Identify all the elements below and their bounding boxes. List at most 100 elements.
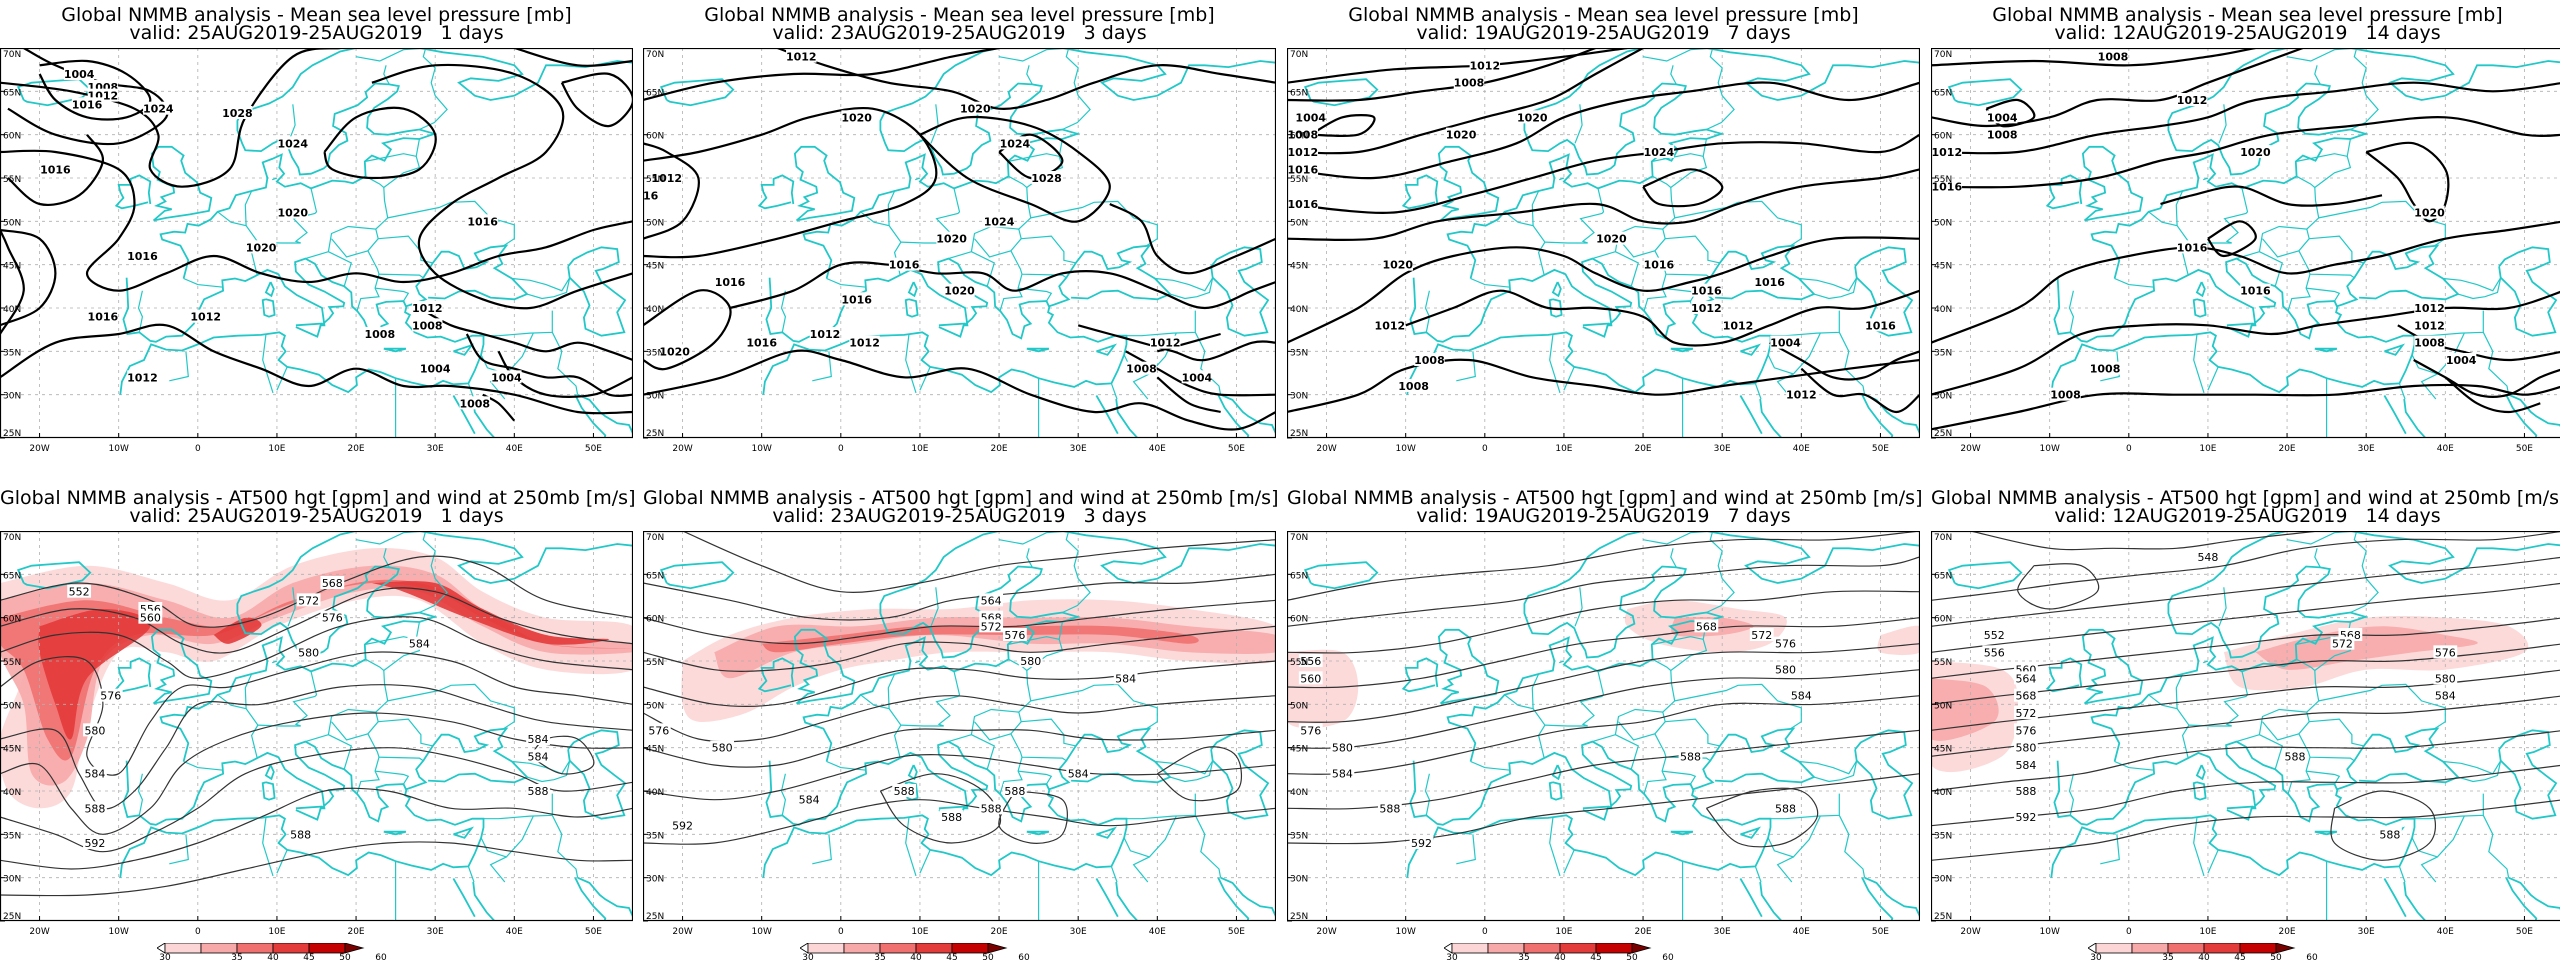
grid [0,48,633,438]
contour-label: 588 [290,828,311,841]
contour-label: 576 [648,724,669,737]
lon-tick-label: 10E [268,927,285,937]
contour-labels: 1012 1020 1020 1024 1028 1012 1016 1024 1020 1016… [643,49,1213,384]
contour-label: 1016 [1932,181,1963,194]
map-plot: 1008100410081012101610121020102010161016… [1931,48,2560,454]
wind-speed-area [1931,678,1999,741]
contour-label: 576 [2435,646,2456,659]
axis-ticks: 70N 65N 60N 55N 50N 45N 40N 35N 30N 25N 20W 10W 0 10E… [1931,48,2533,454]
panel-subtitle: valid: 19AUG2019-25AUG2019 7 days [1416,22,1791,44]
wind-shading [1931,616,2529,773]
contour-label: 1024 [1000,137,1031,150]
isobar [1157,332,1221,353]
lat-tick-label: 25N [1934,912,1952,922]
lat-tick-label: 25N [1290,429,1308,439]
lon-tick-label: 50E [2516,444,2533,454]
contour-label: 580 [84,724,105,737]
map-frame [1287,48,1920,439]
height-contour [1931,531,2560,601]
contour-label: 1020 [1446,129,1477,142]
lat-tick-label: 40N [646,788,664,798]
panel-subtitle: valid: 12AUG2019-25AUG2019 14 days [2054,505,2441,527]
panel-title: Global NMMB analysis - Mean sea level pr… [704,4,1215,26]
lon-tick-label: 0 [838,927,844,937]
lat-tick-label: 35N [646,348,664,358]
contour-label: 584 [528,733,549,746]
contour-label: 1024 [143,103,174,116]
legend-value: 50 [982,953,994,960]
axis-ticks: 70N 65N 60N 55N 50N 45N 40N 35N 30N 25N 20W 10W 0 10E… [643,531,1245,937]
lon-tick-label: 10W [752,444,772,454]
lon-tick-label: 20E [2278,444,2295,454]
lon-tick-label: 40E [1793,927,1810,937]
isobar [1156,376,1221,414]
contour-label: 1016 [1288,163,1319,176]
grid [1287,48,1920,438]
grid [1287,531,1920,921]
contour-label: 1008 [1398,380,1429,393]
lon-tick-label: 20W [1960,927,1980,937]
height-contour [0,684,633,810]
panel-title: Global NMMB analysis - AT500 hgt [gpm] a… [1287,487,1923,509]
axis-ticks: 70N 65N 60N 55N 50N 45N 40N 35N 30N 25N 20W 10W 0 10E… [643,48,1245,454]
lat-tick-label: 60N [646,615,664,625]
lat-tick-label: 50N [1290,218,1308,228]
lat-tick-label: 55N [1934,658,1952,668]
contour-label: 584 [409,638,430,651]
map-frame [1931,48,2560,439]
contour-label: 548 [2197,551,2218,564]
height-contour [1287,556,1920,627]
lat-tick-label: 30N [1290,875,1308,885]
contour-labels: 1012 1008 1004 1008 1012 1016 1016 1020 1020 1024… [1288,58,1896,402]
lat-tick-label: 35N [1290,348,1308,358]
wind-speed-area [1287,649,1359,729]
lon-tick-label: 30E [1714,444,1731,454]
legend-swatch [236,943,274,954]
lat-tick-label: 55N [3,175,21,185]
contour-labels: 5645685725765805845765805845885925845885… [646,593,1138,833]
contour-label: 1012 [412,302,443,315]
contour-label: 1008 [2414,337,2445,350]
lon-tick-label: 20E [2278,927,2295,937]
isobar [514,48,633,67]
contour-label: 588 [2015,785,2036,798]
wind-speed-area [2255,626,2478,670]
isobar [1287,48,1644,155]
lon-tick-label: 30E [427,444,444,454]
lat-tick-label: 40N [1290,305,1308,315]
isobar [1931,290,2560,396]
contour-label: 580 [1020,655,1041,668]
contour-label: 1008 [412,319,443,332]
isobar [1077,324,1276,362]
height-contour [1287,669,1920,749]
lat-tick-label: 25N [646,429,664,439]
contour-label: 572 [298,594,319,607]
lat-tick-label: 25N [3,912,21,922]
lat-tick-label: 45N [1934,262,1952,272]
height-contour [643,660,1276,708]
wind-legend: 30 35 40 45 50 60 [800,943,1030,960]
height-contour [1287,590,1920,654]
height-contour [1931,556,2560,627]
isobar [729,261,1276,310]
map-frame [1931,531,2560,922]
borders [137,48,579,438]
contour-label: 1020 [944,285,975,298]
contour-label: 1020 [246,241,277,254]
contour-label: 568 [2015,690,2036,703]
contour-label: 1024 [984,215,1015,228]
borders [2068,531,2510,921]
legend-value: 50 [1626,953,1638,960]
lat-tick-label: 40N [1934,305,1952,315]
contour-label: 556 [1984,646,2005,659]
lat-tick-label: 60N [1290,615,1308,625]
contour-label: 1020 [659,345,690,358]
legend-swatch [200,943,238,954]
contour-label: 1020 [1596,233,1627,246]
panel-subtitle: valid: 23AUG2019-25AUG2019 3 days [772,505,1147,527]
contour-label: 584 [1068,768,1089,781]
map-plot: 5485525565605645685725765805845885925685… [1931,531,2560,937]
height-contour [0,616,633,679]
isobar [0,323,633,415]
